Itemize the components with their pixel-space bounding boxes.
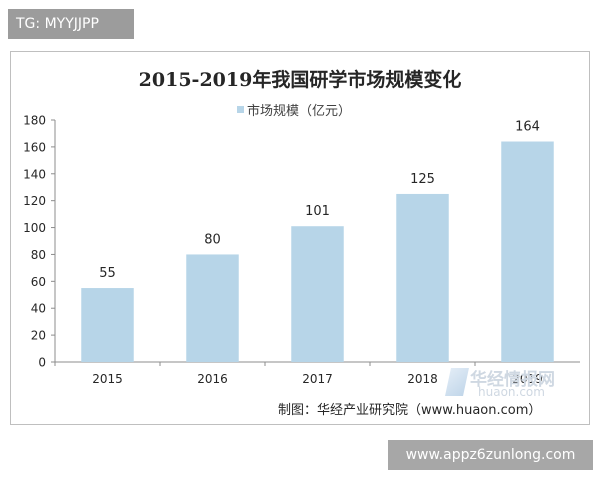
- legend-swatch: [237, 106, 244, 113]
- bar-2019: [501, 141, 554, 362]
- bar-value-label-2015: 55: [99, 266, 116, 281]
- x-tick-label-2017: 2017: [302, 372, 333, 386]
- bar-value-label-2019: 164: [515, 120, 540, 135]
- tg-badge: TG: MYYJJPP: [8, 9, 134, 39]
- x-tick-label-2016: 2016: [197, 372, 228, 386]
- bar-value-label-2017: 101: [305, 204, 330, 219]
- watermark-bottom: www.appz6zunlong.com: [388, 440, 593, 470]
- watermark-brand-url: huaon.com: [478, 385, 545, 399]
- chart-title: 2015-2019年我国研学市场规模变化: [139, 68, 462, 91]
- x-tick-label-2015: 2015: [92, 372, 123, 386]
- y-tick-label: 160: [23, 140, 46, 154]
- x-tick-label-2019: 2019: [512, 372, 543, 386]
- bar-value-label-2016: 80: [204, 232, 221, 247]
- y-ticks: 0 20 40 60 80 100 120 140 160 180: [23, 114, 55, 370]
- x-tick-label-2018: 2018: [407, 372, 438, 386]
- bar-labels: 55 80 101 125 164: [99, 120, 540, 282]
- legend-label: 市场规模（亿元）: [247, 103, 351, 119]
- source-note: 制图：华经产业研究院（www.huaon.com）: [278, 403, 541, 418]
- watermark-brand: 华经情报网: [470, 370, 555, 390]
- y-tick-label: 80: [31, 248, 46, 262]
- bar-2015: [81, 288, 134, 362]
- y-tick-label: 140: [23, 167, 46, 181]
- x-ticks: 2015 2016 2017 2018 2019: [54, 362, 543, 386]
- y-tick-label: 40: [31, 302, 46, 316]
- bar-2017: [291, 226, 344, 362]
- y-tick-label: 0: [38, 356, 46, 370]
- y-tick-label: 180: [23, 114, 46, 128]
- bar-2018: [396, 193, 449, 362]
- bar-value-label-2018: 125: [410, 172, 435, 187]
- bars: [81, 141, 554, 362]
- bar-2016: [186, 254, 239, 362]
- y-tick-label: 100: [23, 221, 46, 235]
- y-tick-label: 120: [23, 194, 46, 208]
- y-tick-label: 60: [31, 275, 46, 289]
- y-tick-label: 20: [31, 329, 46, 343]
